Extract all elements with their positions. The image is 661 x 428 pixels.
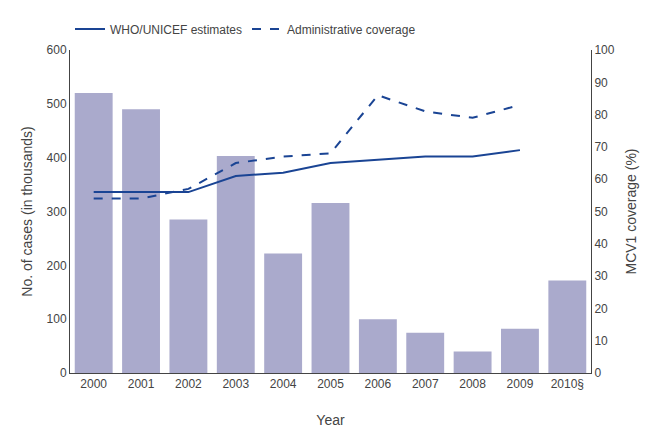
svg-text:10: 10 [594,334,608,348]
svg-text:50: 50 [594,205,608,219]
svg-text:2005: 2005 [317,377,344,391]
svg-text:70: 70 [594,140,608,154]
svg-text:80: 80 [594,108,608,122]
svg-text:200: 200 [47,259,67,273]
svg-text:Administrative coverage: Administrative coverage [287,23,415,37]
svg-text:20: 20 [594,302,608,316]
svg-text:MCV1 coverage (%): MCV1 coverage (%) [623,148,639,274]
svg-text:Year: Year [316,412,345,428]
svg-text:2008: 2008 [459,377,486,391]
svg-text:400: 400 [47,151,67,165]
svg-text:40: 40 [594,237,608,251]
svg-text:500: 500 [47,97,67,111]
svg-text:2002: 2002 [175,377,202,391]
svg-text:30: 30 [594,269,608,283]
svg-text:2006: 2006 [365,377,392,391]
svg-text:2004: 2004 [270,377,297,391]
svg-text:No. of cases (in thousands): No. of cases (in thousands) [19,126,35,296]
svg-text:WHO/UNICEF estimates: WHO/UNICEF estimates [110,23,242,37]
svg-text:2000: 2000 [80,377,107,391]
svg-text:300: 300 [47,205,67,219]
svg-text:2007: 2007 [412,377,439,391]
svg-text:100: 100 [47,312,67,326]
svg-text:2001: 2001 [128,377,155,391]
svg-text:60: 60 [594,172,608,186]
svg-text:90: 90 [594,76,608,90]
svg-text:2003: 2003 [222,377,249,391]
svg-text:100: 100 [594,43,614,57]
svg-text:600: 600 [47,43,67,57]
svg-text:2010§: 2010§ [551,377,584,391]
svg-text:2009: 2009 [507,377,534,391]
svg-text:0: 0 [594,366,601,380]
svg-text:0: 0 [60,366,67,380]
